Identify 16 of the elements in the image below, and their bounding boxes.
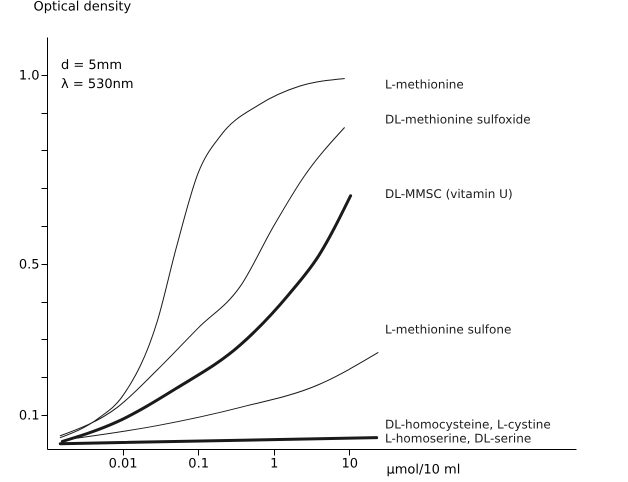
annotation: λ = 530nm xyxy=(61,77,134,92)
series-label: L-methionine sulfone xyxy=(385,322,512,337)
y-tick-label: 0.5 xyxy=(18,257,40,272)
text: L-methionine xyxy=(385,78,464,92)
x-axis-title: µmol/10 ml xyxy=(386,462,460,478)
x-tick-label: 0.01 xyxy=(108,456,138,472)
x-tick-label: 1 xyxy=(270,456,278,472)
annotation: d = 5mm xyxy=(61,58,122,73)
x-tick-label: 10 xyxy=(342,456,358,472)
x-tick-label: 0.1 xyxy=(188,456,209,472)
y-tick-label: 1.0 xyxy=(18,68,40,84)
y-tick-label: 0.1 xyxy=(18,408,40,424)
y-axis-title: Optical density xyxy=(34,0,132,14)
series-label: DL-homocysteine, L-cystine L-homoserine, DL-serine xyxy=(385,418,551,446)
text: DL-MMSC (vitamin U) xyxy=(385,186,513,201)
text: DL-methionine sulfoxide xyxy=(385,112,531,127)
